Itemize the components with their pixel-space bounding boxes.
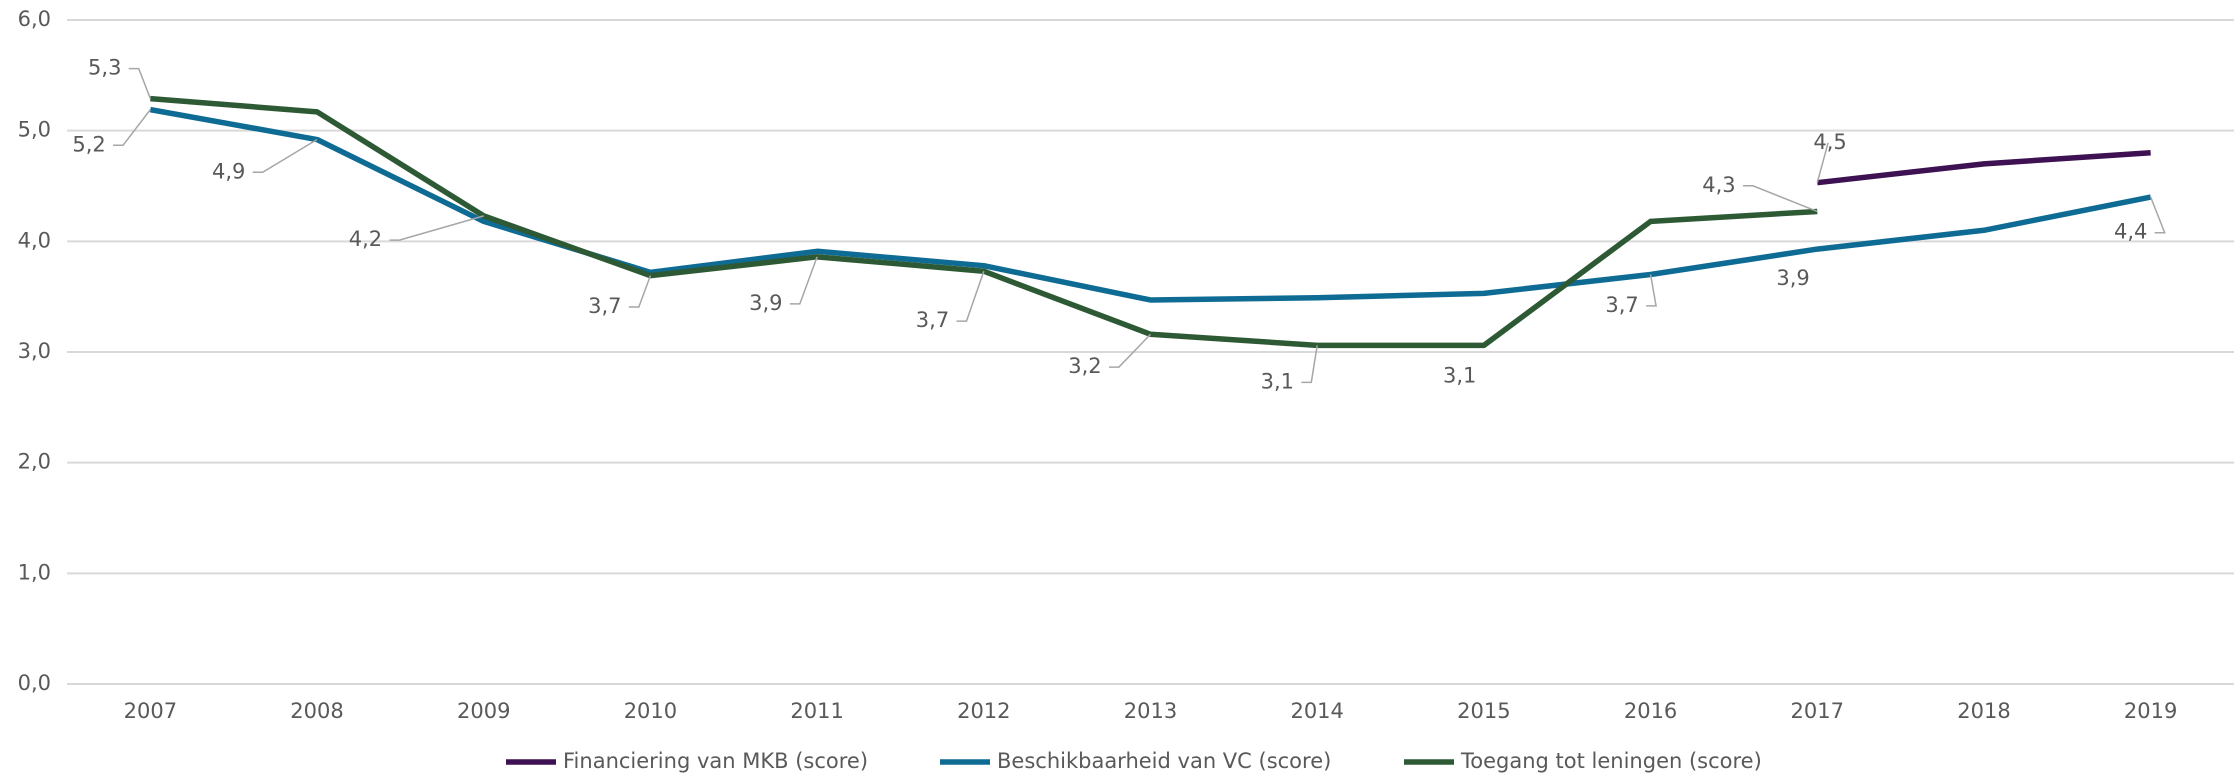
y-tick-label: 6,0 [18, 7, 51, 31]
x-tick-label: 2018 [1957, 699, 2010, 723]
leader-line [252, 138, 318, 174]
data-label: 3,9 [749, 291, 782, 315]
leader-line [1646, 274, 1657, 307]
leader-line [628, 275, 652, 308]
y-tick-label: 4,0 [18, 228, 51, 252]
data-label: 3,7 [916, 308, 949, 332]
leader-line [389, 215, 484, 241]
leader-line [128, 67, 152, 99]
data-label: 3,7 [1605, 293, 1638, 317]
x-tick-label: 2017 [1791, 699, 1844, 723]
series-line [149, 106, 2152, 303]
x-tick-label: 2007 [124, 699, 177, 723]
y-tick-label: 3,0 [18, 339, 51, 363]
data-label: 4,2 [349, 227, 382, 251]
x-tick-label: 2009 [457, 699, 510, 723]
data-label: 4,3 [1702, 173, 1735, 197]
data-label: 3,1 [1443, 364, 1476, 388]
data-label: 3,9 [1776, 266, 1809, 290]
x-tick-label: 2012 [957, 699, 1010, 723]
leader-line [1301, 345, 1318, 384]
data-label: 4,4 [2114, 220, 2147, 244]
x-tick-label: 2010 [624, 699, 677, 723]
legend-label: Beschikbaarheid van VC (score) [997, 749, 1331, 773]
data-label: 4,5 [1813, 130, 1846, 154]
data-label: 4,9 [212, 159, 245, 183]
data-label: 3,7 [588, 294, 621, 318]
data-label: 3,2 [1068, 354, 1101, 378]
x-tick-label: 2011 [790, 699, 843, 723]
legend-label: Financiering van MKB (score) [563, 749, 868, 773]
leader-line [1742, 185, 1818, 213]
x-tick-label: 2013 [1124, 699, 1177, 723]
y-tick-label: 0,0 [18, 671, 51, 695]
leader-line [2149, 196, 2166, 234]
series-line [1816, 150, 2151, 186]
leader-line [956, 270, 985, 322]
leader-line [113, 109, 151, 147]
leader-line [1108, 333, 1152, 368]
leader-line [789, 256, 818, 305]
x-tick-label: 2019 [2124, 699, 2177, 723]
data-label: 3,1 [1261, 369, 1294, 393]
x-tick-label: 2016 [1624, 699, 1677, 723]
data-label: 5,2 [72, 132, 105, 156]
x-tick-label: 2008 [290, 699, 343, 723]
data-label: 5,3 [88, 56, 121, 80]
x-tick-label: 2015 [1457, 699, 1510, 723]
legend-label: Toegang tot leningen (score) [1460, 749, 1762, 773]
x-tick-label: 2014 [1290, 699, 1343, 723]
series-line [150, 95, 1818, 349]
y-tick-label: 5,0 [18, 118, 51, 142]
y-tick-label: 2,0 [18, 450, 51, 474]
y-tick-label: 1,0 [18, 560, 51, 584]
leader-line [1816, 142, 1829, 183]
